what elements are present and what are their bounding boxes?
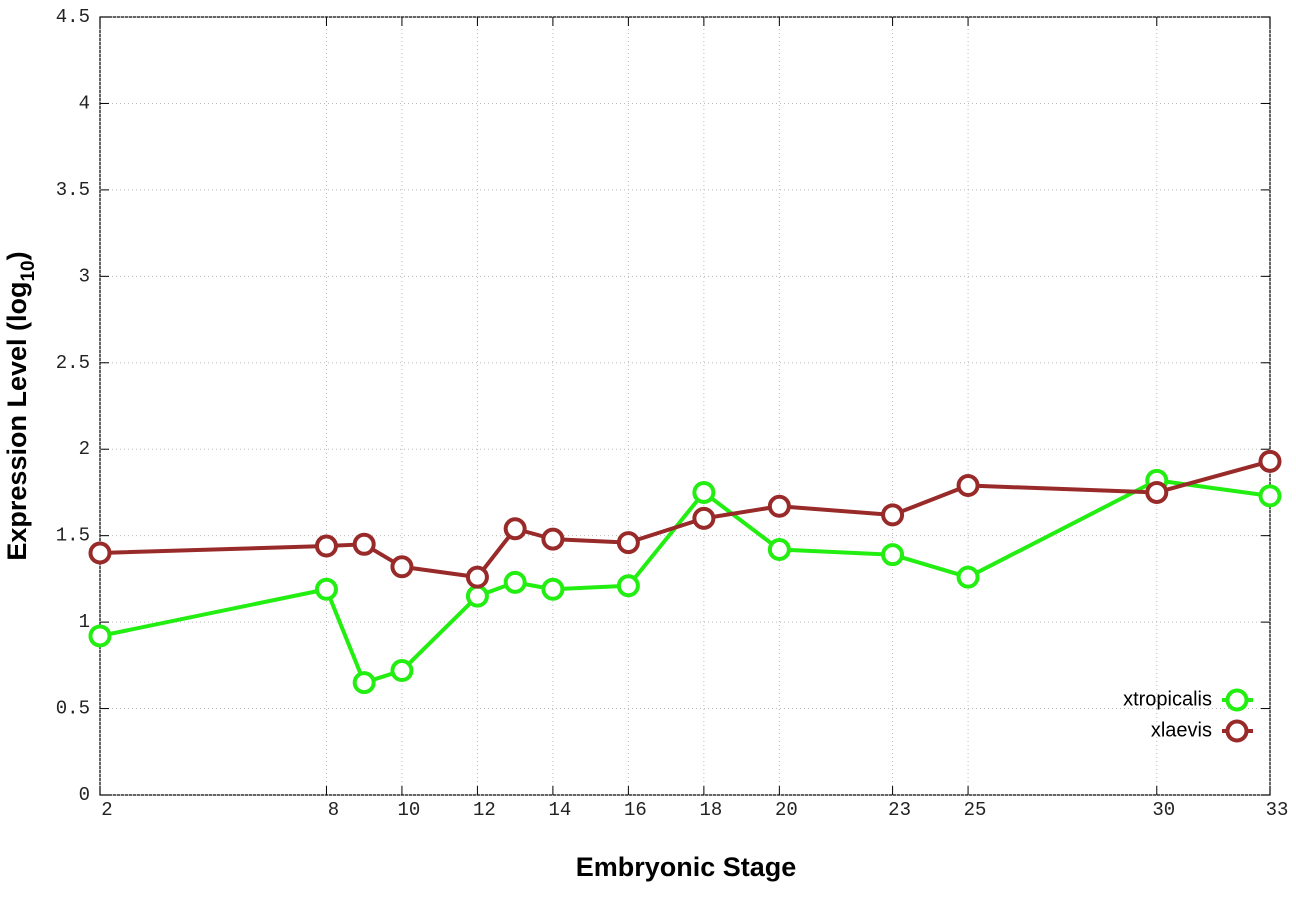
data-point xyxy=(1258,484,1282,508)
x-tick-label: 33 xyxy=(1266,799,1289,821)
x-tick-label: 18 xyxy=(699,799,722,821)
data-point xyxy=(956,474,980,498)
x-tick-label: 14 xyxy=(548,799,571,821)
series-line xyxy=(99,459,1271,580)
data-point xyxy=(352,532,376,556)
x-tick-label: 23 xyxy=(888,799,911,821)
legend-marker xyxy=(1225,719,1249,743)
data-point xyxy=(616,531,640,555)
data-point xyxy=(616,574,640,598)
data-point xyxy=(767,494,791,518)
data-point xyxy=(465,584,489,608)
y-label-text: Expression Level (log xyxy=(2,282,32,561)
data-point xyxy=(881,543,905,567)
legend-label: xlaevis xyxy=(1151,719,1212,741)
data-point xyxy=(541,527,565,551)
data-point xyxy=(692,480,716,504)
data-point xyxy=(503,570,527,594)
x-tick-label: 2 xyxy=(101,799,112,821)
y-tick-label: 1 xyxy=(79,611,90,633)
data-point xyxy=(88,541,112,565)
y-label-close: ) xyxy=(2,251,32,260)
data-point xyxy=(352,671,376,695)
y-axis-label: Expression Level (log10) xyxy=(2,251,39,560)
y-tick-label: 3 xyxy=(79,265,90,287)
y-tick-label: 4 xyxy=(79,92,90,114)
y-tick-label: 2 xyxy=(79,438,90,460)
x-axis-label: Embryonic Stage xyxy=(576,852,797,882)
data-point xyxy=(390,555,414,579)
data-point xyxy=(767,537,791,561)
y-tick-label: 3.5 xyxy=(56,179,90,201)
y-tick-label: 2.5 xyxy=(56,352,90,374)
x-tick-label: 12 xyxy=(473,799,496,821)
data-point xyxy=(314,577,338,601)
data-point xyxy=(541,577,565,601)
legend-marker xyxy=(1225,688,1249,712)
plot-frame xyxy=(99,16,1271,796)
data-point xyxy=(1145,480,1169,504)
x-tick-label: 30 xyxy=(1152,799,1175,821)
data-point xyxy=(390,659,414,683)
data-point xyxy=(465,565,489,589)
x-tick-label: 10 xyxy=(398,799,421,821)
data-point xyxy=(503,517,527,541)
y-tick-label: 0.5 xyxy=(56,698,90,720)
series-line xyxy=(99,478,1271,685)
y-tick-label: 0 xyxy=(79,784,90,806)
x-tick-label: 20 xyxy=(775,799,798,821)
y-tick-label: 4.5 xyxy=(56,6,90,28)
data-point xyxy=(881,503,905,527)
x-tick-label: 8 xyxy=(328,799,339,821)
data-point xyxy=(1258,449,1282,473)
data-point xyxy=(314,534,338,558)
data-point xyxy=(88,624,112,648)
data-point xyxy=(956,565,980,589)
x-tick-label: 16 xyxy=(624,799,647,821)
data-point xyxy=(692,506,716,530)
legend-label: xtropicalis xyxy=(1123,688,1212,710)
y-label-subscript: 10 xyxy=(18,260,39,281)
y-tick-label: 1.5 xyxy=(56,525,90,547)
x-tick-label: 25 xyxy=(964,799,987,821)
